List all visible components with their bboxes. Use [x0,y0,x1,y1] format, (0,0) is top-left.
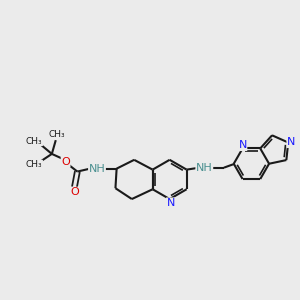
Text: NH: NH [196,163,213,173]
Text: N: N [238,140,247,151]
Text: N: N [287,137,295,148]
Text: CH₃: CH₃ [48,130,65,139]
Text: CH₃: CH₃ [26,160,43,169]
Text: O: O [61,157,70,167]
Text: CH₃: CH₃ [26,136,43,146]
Text: NH: NH [88,164,105,174]
Text: N: N [167,198,175,208]
Text: O: O [70,187,79,197]
